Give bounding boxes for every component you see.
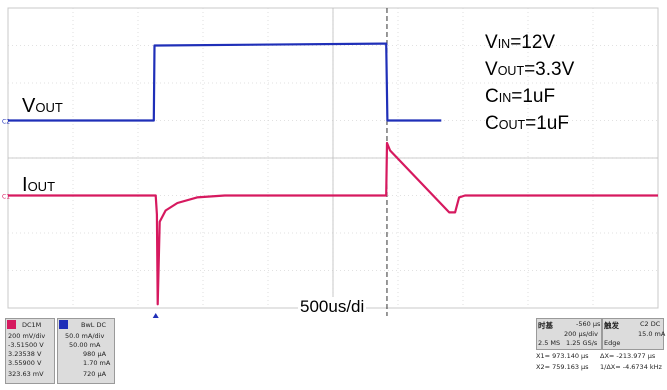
condition-subscript: IN [498,91,512,105]
cursor-inv-dx: 1/ΔX= -4.6734 kHz [600,363,662,371]
ch2-color-chip [59,320,68,329]
condition-3: COUT=1uF [485,111,574,138]
condition-subscript: OUT [497,64,525,78]
ch2-box [57,318,115,384]
condition-value: =1uF [525,113,569,134]
timebase-tdiv: 200 µs/div [564,330,598,338]
trigger-mode: Edge [604,339,621,347]
trigger-level: 15.0 mA [638,330,666,338]
condition-subscript: IN [497,37,511,51]
ch1-v2: 3.55900 V [8,359,42,367]
timebase-status-panel: 时基 -560 µs 触发 C2 DC 200 µs/div 15.0 mA 2… [536,318,666,384]
cursor-x2: X2= 759.163 µs [536,363,589,371]
trace-vout [8,42,442,122]
condition-symbol: C [485,86,499,107]
condition-value: =3.3V [524,59,575,80]
timebase-label: 500us/di [298,297,367,317]
timebase-rate: 1.25 GS/s [566,339,598,347]
condition-0: VIN=12V [485,30,574,57]
ch2-scale: 50.0 mA/div [65,332,105,340]
condition-symbol: V [485,32,498,53]
vout-label: VOUT [22,95,63,117]
trigger-channel: C2 DC [640,320,661,328]
ch2-offset: 50.00 mA [69,341,101,349]
trigger-title: 触发 [604,321,619,330]
test-conditions: VIN=12V VOUT=3.3V CIN=1uF COUT=1uF [485,30,574,138]
cursor-x1: X1= 973.140 µs [536,352,589,360]
ch1-coupling: DC1M [22,321,42,329]
ch1-offset: -3.51500 V [8,341,44,349]
ch1-color-chip [7,320,16,329]
ch2-ground-marker: C2 [2,119,10,126]
ch2-v2: 1.70 mA [83,359,111,367]
condition-1: VOUT=3.3V [485,57,574,84]
channel-status-panel: DC1M 200 mV/div -3.51500 V 3.23538 V 3.5… [5,318,115,384]
condition-symbol: V [485,59,498,80]
ch2-v1: 980 µA [83,350,107,358]
cursor-dx: ΔX= -213.977 µs [600,352,656,360]
ch1-dv: 323.63 mV [8,370,44,378]
timebase-title: 时基 [538,321,553,330]
condition-2: CIN=1uF [485,84,574,111]
condition-value: =12V [510,32,556,53]
ch1-box [5,318,55,384]
condition-value: =1uF [511,86,556,107]
timebase-delay: -560 µs [576,320,601,328]
ch1-ground-marker: C1 [2,194,10,201]
ch1-scale: 200 mV/div [8,332,46,340]
timebase-box [536,318,602,350]
trigger-position-marker [152,313,159,318]
ch1-v1: 3.23538 V [8,350,42,358]
markers: C2 C1 [2,119,159,318]
ch2-coupling: BwL DC [81,321,107,329]
timebase-samples: 2.5 MS [538,339,561,347]
trigger-box [602,318,664,350]
condition-symbol: C [485,113,499,134]
condition-subscript: OUT [498,118,526,132]
iout-label: IOUT [22,174,56,196]
traces [8,42,658,306]
trace-iout [8,141,658,306]
ch2-dv: 720 µA [83,370,107,378]
